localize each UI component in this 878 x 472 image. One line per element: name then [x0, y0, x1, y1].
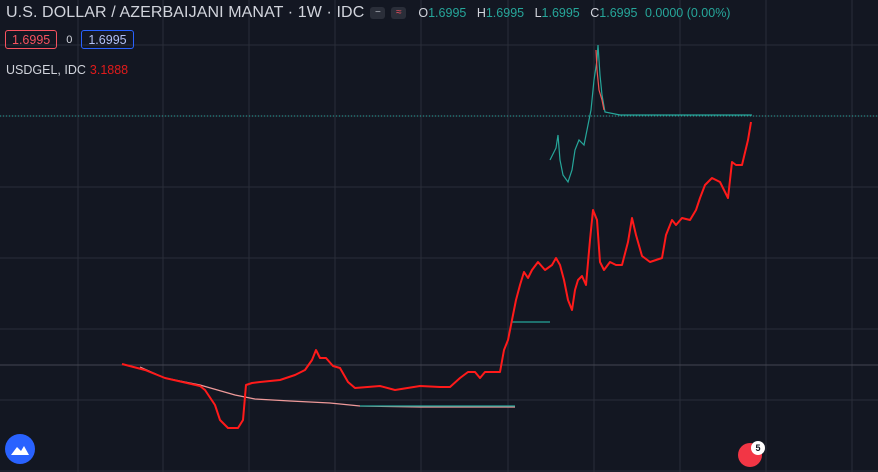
ohlc-values: O1.6995 H1.6995 L1.6995 C1.6995 0.0000 (… [418, 6, 731, 20]
sell-button[interactable]: 1.6995 [5, 30, 58, 49]
interval-label: 1W [297, 4, 322, 21]
symbol-title[interactable]: U.S. DOLLAR / AZERBAIJANI MANAT · 1W · I… [6, 4, 365, 21]
usdgel-compare-line [121, 121, 752, 429]
tradingview-logo-icon[interactable] [5, 434, 35, 464]
trade-panel: 1.6995 0 1.6995 [5, 30, 134, 49]
spread-value: 0 [66, 33, 73, 46]
compare-value: 3.1888 [89, 63, 129, 77]
minus-icon[interactable]: − [370, 7, 386, 19]
chart-legend: U.S. DOLLAR / AZERBAIJANI MANAT · 1W · I… [6, 4, 730, 22]
compare-legend[interactable]: USDGEL, IDC 3.1888 [6, 63, 128, 77]
buy-button[interactable]: 1.6995 [81, 30, 134, 49]
source-label: IDC [336, 4, 365, 21]
compare-symbol: USDGEL, IDC [6, 63, 86, 77]
us-flag-event-icon[interactable]: 5 [738, 441, 765, 467]
usdazn-candles [139, 44, 752, 408]
wave-icon[interactable]: ≈ [391, 7, 407, 19]
event-count-badge: 5 [751, 441, 765, 455]
change-value: 0.0000 (0.00%) [645, 6, 731, 20]
